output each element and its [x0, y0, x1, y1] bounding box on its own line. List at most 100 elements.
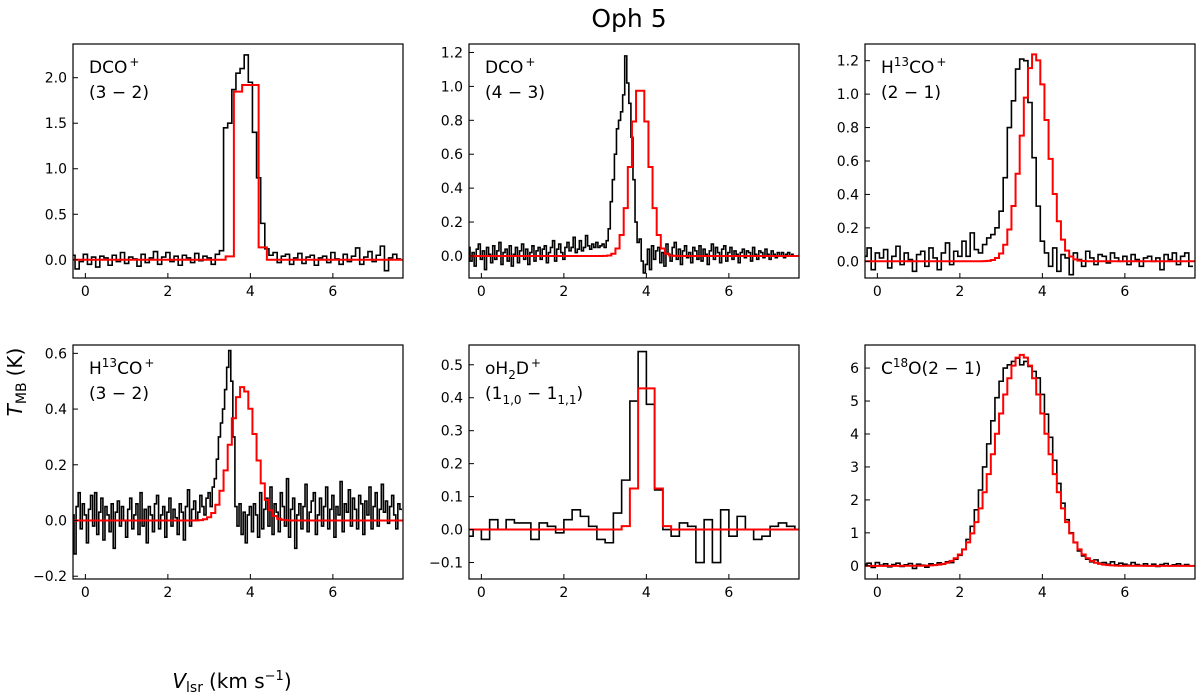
axes-frame [468, 344, 800, 580]
x-tick-label: 4 [642, 284, 651, 300]
x-tick-label: 6 [328, 585, 337, 601]
y-tick-label: 0.5 [441, 358, 463, 374]
x-tick-label: 0 [873, 284, 882, 300]
spectrum-panel-2: 0 2 4 6 0.0 0.2 0.4 0.6 0.8 1.0 1.2 DCO + (4 − 3) [441, 43, 800, 300]
y-tick-label: 0.2 [441, 457, 463, 473]
y-axis-label-symbol: T [3, 402, 27, 416]
observed-spectrum-line [469, 55, 794, 274]
x-tick-label: 2 [559, 585, 568, 601]
y-tick-label: 0.1 [441, 490, 463, 506]
y-tick-label: 0.5 [45, 207, 67, 223]
axes-frame [72, 43, 404, 279]
y-tick-label: 0.2 [441, 215, 463, 231]
y-axis-label: TMB (K) [3, 348, 30, 417]
y-axis-label-subscript: MB [14, 382, 30, 404]
x-tick-label: 0 [873, 585, 882, 601]
x-tick-label: 0 [477, 585, 486, 601]
x-axis-label-units-close: ) [284, 669, 292, 693]
y-tick-label: 1.5 [45, 116, 67, 132]
x-axis-label-units-superscript: −1 [265, 669, 284, 684]
x-tick-label: 0 [477, 284, 486, 300]
x-tick-label: 0 [81, 284, 90, 300]
x-tick-label: 2 [955, 284, 964, 300]
x-tick-label: 6 [1120, 284, 1129, 300]
y-tick-label: 2 [850, 493, 859, 509]
x-tick-label: 6 [1120, 585, 1129, 601]
model-fit-line [73, 386, 403, 522]
y-tick-label: 0.8 [837, 121, 859, 137]
y-tick-label: 0.4 [837, 187, 859, 203]
x-axis-label-subscript: lsr [186, 680, 203, 694]
y-tick-label: 1 [850, 526, 859, 542]
axes-frame [864, 344, 1196, 580]
species-label: H13CO + (2 − 1) [881, 55, 946, 103]
spectrum-panel-4: 0 2 4 6 −0.2 0.0 0.2 0.4 0.6 H13CO + (3 − 2) [33, 344, 404, 601]
y-tick-label: 0.6 [837, 154, 859, 170]
observed-spectrum-line [865, 357, 1193, 570]
species-label: DCO + (3 − 2) [89, 55, 149, 103]
panel-grid: 0 2 4 6 0.0 0.5 1.0 1.5 2.0 DCO + (3 − 2) 0 2 4 6 0.0 0.2… [33, 43, 1196, 601]
x-tick-label: 4 [246, 585, 255, 601]
x-tick-label: 4 [1038, 284, 1047, 300]
y-tick-label: 4 [850, 427, 859, 443]
x-tick-label: 4 [1038, 585, 1047, 601]
x-tick-label: 2 [163, 585, 172, 601]
y-tick-label: 1.0 [441, 79, 463, 95]
x-tick-label: 2 [955, 585, 964, 601]
y-tick-label: 6 [850, 361, 859, 377]
y-tick-label: 0.4 [441, 181, 463, 197]
y-tick-label: 1.0 [837, 87, 859, 103]
y-tick-label: 0.3 [441, 424, 463, 440]
observed-spectrum-line [469, 350, 799, 564]
model-fit-line [865, 353, 1195, 567]
species-label: H13CO + (3 − 2) [89, 356, 154, 404]
y-tick-label: 0.0 [441, 249, 463, 265]
species-label: DCO + (4 − 3) [485, 55, 545, 103]
observed-spectrum-line [73, 349, 402, 555]
x-axis-label-symbol: V [172, 669, 187, 693]
y-tick-label: −0.2 [33, 569, 67, 585]
figure-title: Oph 5 [591, 4, 666, 33]
model-fit-line [469, 89, 799, 257]
y-tick-label: 3 [850, 460, 859, 476]
x-tick-label: 4 [642, 585, 651, 601]
y-tick-label: 0.0 [45, 253, 67, 269]
x-tick-label: 6 [724, 284, 733, 300]
y-tick-label: 0 [850, 559, 859, 575]
spectrum-panel-5: 0 2 4 6 −0.1 0.0 0.1 0.2 0.3 0.4 0.5 oH2D + (11,0 − 1… [429, 344, 800, 601]
x-tick-label: 6 [328, 284, 337, 300]
y-tick-label: 0.2 [837, 221, 859, 237]
y-tick-label: −0.1 [429, 556, 463, 572]
y-tick-label: 0.8 [441, 113, 463, 129]
y-tick-label: 0.2 [45, 458, 67, 474]
spectrum-panel-6: 0 2 4 6 0 1 2 3 4 5 6 C18O(2 − 1) [850, 344, 1196, 601]
axes-frame [72, 344, 404, 580]
y-tick-label: 2.0 [45, 71, 67, 87]
y-axis-label-units: (K) [3, 348, 27, 377]
x-axis-label: Vlsr (km s−1) [172, 669, 291, 694]
y-tick-label: 0.0 [45, 514, 67, 530]
x-axis-label-units: (km s [209, 669, 265, 693]
species-label: oH2D + (11,0 − 11,1) [485, 356, 583, 407]
axes-frame [468, 43, 800, 279]
spectrum-panel-3: 0 2 4 6 0.0 0.2 0.4 0.6 0.8 1.0 1.2 H13CO + (2 − 1) [837, 43, 1196, 300]
x-tick-label: 2 [559, 284, 568, 300]
y-tick-label: 0.6 [441, 147, 463, 163]
y-tick-label: 1.2 [441, 45, 463, 61]
model-fit-line [73, 83, 403, 261]
model-fit-line [469, 387, 799, 531]
axes-frame [864, 43, 1196, 279]
y-tick-label: 1.0 [45, 162, 67, 178]
x-tick-label: 0 [81, 585, 90, 601]
observed-spectrum-line [73, 54, 401, 272]
y-tick-label: 0.0 [837, 254, 859, 270]
y-tick-label: 5 [850, 394, 859, 410]
x-tick-label: 4 [246, 284, 255, 300]
species-label: C18O(2 − 1) [881, 356, 982, 379]
spectrum-panel-1: 0 2 4 6 0.0 0.5 1.0 1.5 2.0 DCO + (3 − 2) [45, 43, 404, 300]
y-tick-label: 0.4 [441, 391, 463, 407]
model-fit-line [865, 53, 1195, 263]
y-tick-label: 0.0 [441, 523, 463, 539]
y-tick-label: 0.6 [45, 346, 67, 362]
